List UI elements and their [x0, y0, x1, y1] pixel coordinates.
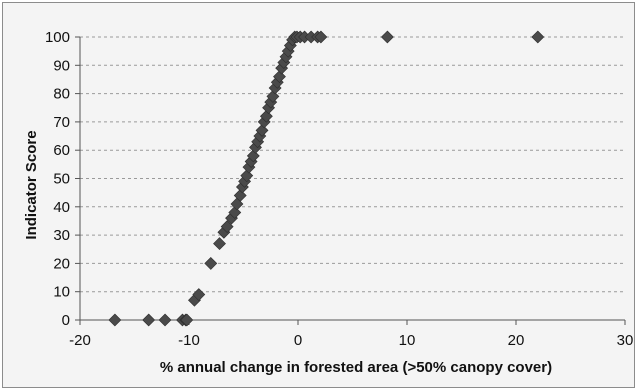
data-point: [180, 313, 194, 327]
y-tick-label: 30: [53, 227, 70, 244]
axes: [75, 36, 626, 325]
y-tick-label: 0: [62, 312, 70, 329]
data-points: [108, 30, 545, 327]
data-point: [158, 313, 172, 327]
y-tick-label: 100: [45, 29, 70, 46]
y-tick-label: 40: [53, 199, 70, 216]
data-point: [531, 30, 545, 44]
x-tick-label: 10: [399, 332, 416, 349]
y-tick-label: 70: [53, 114, 70, 131]
x-tick-label: 30: [617, 332, 634, 349]
y-tick-label: 50: [53, 171, 70, 188]
x-tick-label: 0: [294, 332, 302, 349]
data-point: [192, 288, 206, 301]
y-tick-label: 10: [53, 284, 70, 301]
data-point: [213, 237, 226, 251]
y-tick-label: 90: [53, 57, 70, 74]
x-tick-label: 20: [508, 332, 525, 349]
y-axis-title: Indicator Score: [23, 130, 40, 239]
data-point: [380, 30, 394, 44]
data-point: [108, 313, 122, 327]
chart-frame: [2, 2, 635, 388]
x-tick-label: -10: [178, 332, 200, 349]
y-tick-label: 60: [53, 142, 70, 159]
y-tick-label: 80: [53, 86, 70, 103]
data-point: [314, 30, 328, 44]
gridlines: [80, 36, 625, 293]
data-point: [204, 256, 218, 270]
x-axis-title: % annual change in forested area (>50% c…: [160, 359, 552, 376]
x-tick-labels: -20 -10 0 10 20 30: [69, 332, 633, 349]
x-tick-label: -20: [69, 332, 91, 349]
data-point: [220, 220, 234, 234]
y-tick-label: 20: [53, 255, 70, 272]
y-tick-labels: 0 10 20 30 40 50 60 70 80 90 100: [45, 29, 70, 329]
data-point: [142, 313, 156, 327]
